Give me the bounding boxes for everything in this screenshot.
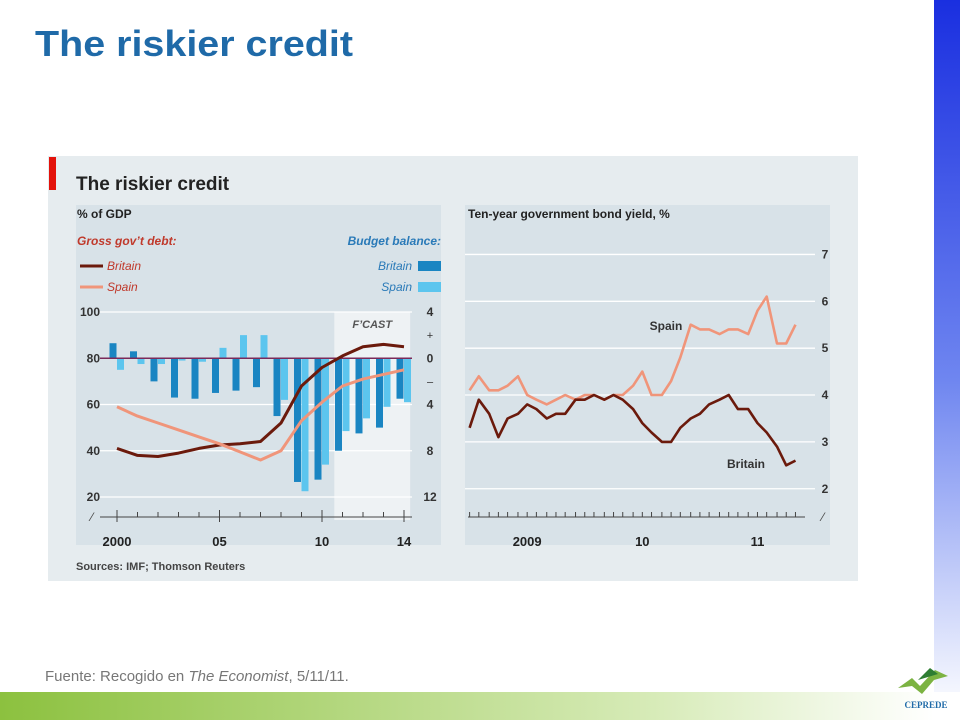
logo-text: CEPREDE (904, 700, 947, 710)
y-tick-label: 80 (87, 351, 101, 365)
bar (335, 358, 342, 451)
y-tick-label: 5 (822, 341, 829, 355)
bar (253, 358, 260, 388)
figure-title: The riskier credit (76, 174, 230, 195)
y-tick-label: 7 (822, 247, 829, 261)
bar (376, 358, 383, 428)
y-tick-label: 2 (822, 482, 829, 496)
bar (342, 358, 350, 432)
bar (117, 358, 124, 370)
x-tick-label: 05 (212, 534, 226, 549)
debt-line (116, 368, 405, 462)
legend-label: Britain (378, 259, 412, 273)
legend-label: Britain (107, 259, 141, 273)
y2-tick-label: 4 (427, 398, 434, 412)
y2-tick-label: 4 (427, 305, 434, 319)
y-tick-label: 40 (87, 444, 101, 458)
y2-tick-label: 12 (423, 490, 437, 504)
bar (109, 343, 117, 359)
y-tick-label: 3 (822, 435, 829, 449)
legend-label: Spain (107, 280, 138, 294)
bar (171, 358, 178, 398)
footnote: Fuente: Recogido en The Economist, 5/11/… (45, 668, 349, 685)
y-tick-label: 4 (822, 388, 829, 402)
yield-line (468, 295, 797, 406)
x-tick-label: 2000 (103, 534, 132, 549)
bar (301, 358, 309, 492)
bar (212, 358, 219, 393)
bar (281, 358, 288, 400)
line-label: Britain (727, 457, 765, 471)
x-tick-label: 10 (315, 534, 329, 549)
bar (178, 358, 186, 361)
red-marker (49, 157, 56, 190)
line-label: Spain (650, 319, 683, 333)
bar (314, 358, 322, 480)
y-tick-label: 60 (87, 398, 101, 412)
plot-panel (465, 205, 830, 545)
y-axis-label: % of GDP (77, 207, 132, 221)
legend-title: Gross gov’t debt: (77, 234, 177, 248)
bar (363, 358, 370, 419)
debt-line (116, 342, 405, 458)
footnote-source: The Economist (188, 668, 289, 685)
bar (191, 358, 199, 399)
bar (130, 351, 137, 359)
bar (260, 335, 268, 359)
figure: The riskier credit Sources: IMF; Thomson… (48, 156, 858, 581)
y2-tick-label: 8 (427, 444, 434, 458)
bar (383, 358, 391, 407)
bar (355, 358, 363, 434)
x-tick-label: 11 (751, 534, 765, 549)
legend-swatch (418, 282, 441, 292)
yield-line (468, 393, 797, 467)
footnote-text: , 5/11/11. (288, 668, 348, 685)
bar (294, 358, 301, 482)
x-tick-label: 10 (635, 534, 649, 549)
bar (232, 358, 240, 391)
y-tick-label: 20 (87, 490, 101, 504)
sources: Sources: IMF; Thomson Reuters (76, 561, 245, 573)
legend-swatch (418, 261, 441, 271)
bar (240, 335, 247, 359)
bar (137, 358, 145, 365)
y2-sign: + (427, 330, 433, 342)
axis-break: ⁄ (819, 510, 826, 524)
slide-title: The riskier credit (35, 23, 353, 64)
legend-title: Budget balance: (348, 234, 441, 248)
side-bar (934, 0, 960, 692)
y2-sign: – (427, 376, 434, 388)
bar (404, 358, 411, 403)
y2-tick-label: 0 (427, 351, 434, 365)
footnote-text: Fuente: Recogido en (45, 668, 188, 685)
y-tick-label: 100 (80, 305, 100, 319)
bar (158, 358, 165, 365)
forecast-label: F’CAST (352, 319, 393, 331)
x-tick-label: 2009 (513, 534, 542, 549)
legend-label: Spain (381, 280, 412, 294)
bar (322, 358, 329, 465)
bar (273, 358, 281, 417)
chart-title: Ten-year government bond yield, % (468, 207, 670, 221)
axis-break: ⁄ (88, 510, 95, 524)
bar (396, 358, 404, 399)
logo: CEPREDE (898, 668, 948, 710)
bar (199, 358, 206, 362)
bottom-bar (0, 692, 934, 720)
bar (219, 347, 227, 359)
y-tick-label: 6 (822, 294, 829, 308)
x-tick-label: 14 (397, 534, 412, 549)
bar (150, 358, 158, 382)
